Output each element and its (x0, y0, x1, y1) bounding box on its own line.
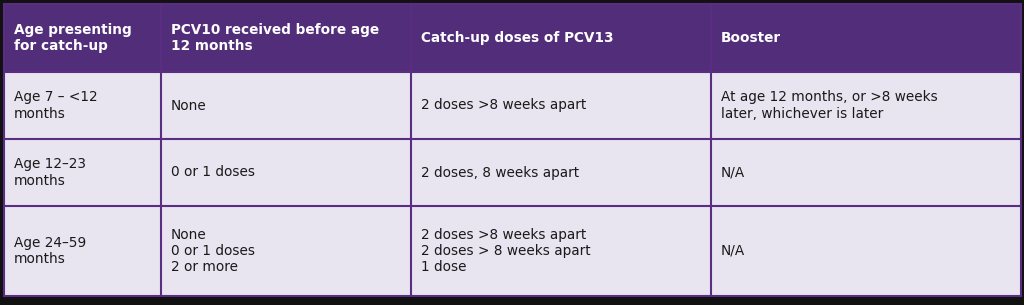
Text: 2 doses, 8 weeks apart: 2 doses, 8 weeks apart (421, 166, 580, 180)
Text: Age 24–59
months: Age 24–59 months (14, 236, 86, 266)
Bar (411, 139, 711, 206)
Bar (161, 4, 411, 72)
Text: Age 7 – <12
months: Age 7 – <12 months (14, 90, 97, 120)
Text: PCV10 received before age
12 months: PCV10 received before age 12 months (171, 23, 379, 53)
Bar (411, 4, 711, 72)
Bar (161, 206, 411, 296)
Text: N/A: N/A (721, 166, 745, 180)
Bar (711, 206, 1021, 296)
Text: 2 doses >8 weeks apart: 2 doses >8 weeks apart (421, 99, 587, 113)
Bar (711, 4, 1021, 72)
Text: Age presenting
for catch-up: Age presenting for catch-up (14, 23, 132, 53)
Bar (161, 72, 411, 139)
Text: Catch-up doses of PCV13: Catch-up doses of PCV13 (421, 31, 613, 45)
Bar (161, 139, 411, 206)
Bar (411, 206, 711, 296)
Text: N/A: N/A (721, 244, 745, 258)
Text: None: None (171, 99, 207, 113)
Text: 2 doses >8 weeks apart
2 doses > 8 weeks apart
1 dose: 2 doses >8 weeks apart 2 doses > 8 weeks… (421, 228, 591, 274)
Bar (711, 72, 1021, 139)
Text: Age 12–23
months: Age 12–23 months (14, 157, 86, 188)
Text: At age 12 months, or >8 weeks
later, whichever is later: At age 12 months, or >8 weeks later, whi… (721, 90, 938, 120)
Bar (4, 72, 161, 139)
Bar (4, 4, 161, 72)
Bar (4, 206, 161, 296)
Text: 0 or 1 doses: 0 or 1 doses (171, 166, 255, 180)
Bar (411, 72, 711, 139)
Bar (4, 139, 161, 206)
Text: None
0 or 1 doses
2 or more: None 0 or 1 doses 2 or more (171, 228, 255, 274)
Text: Booster: Booster (721, 31, 781, 45)
Bar (711, 139, 1021, 206)
